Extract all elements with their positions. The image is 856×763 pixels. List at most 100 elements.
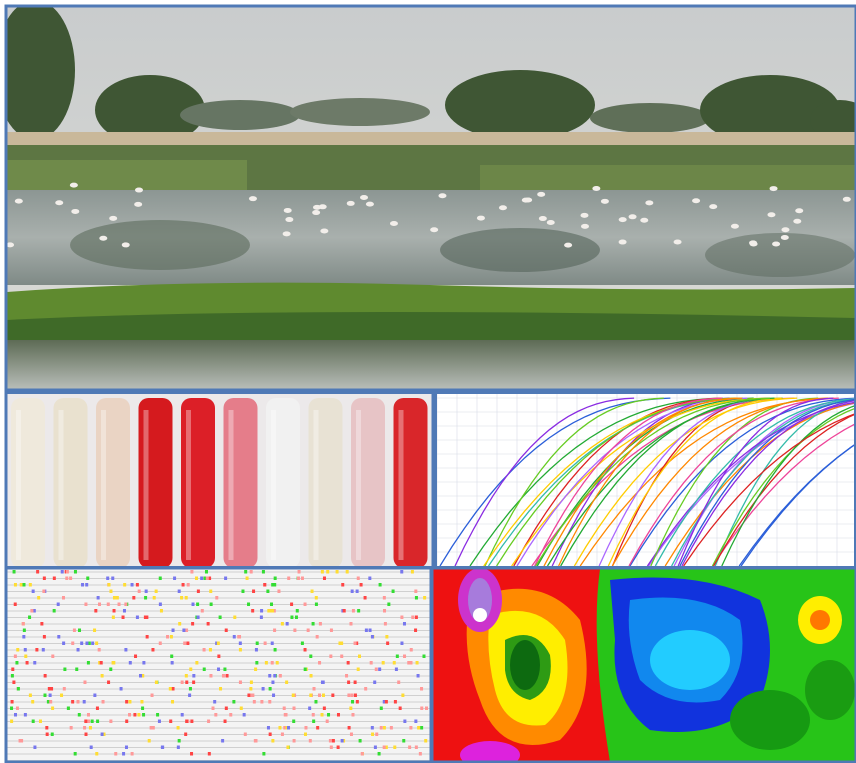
dot	[93, 629, 96, 633]
dot	[180, 596, 183, 600]
dot	[352, 609, 355, 613]
dot	[356, 700, 359, 704]
dot	[229, 713, 232, 717]
dot	[178, 739, 181, 743]
dot	[287, 577, 290, 581]
dot	[287, 726, 290, 730]
dot	[374, 746, 377, 750]
dot	[233, 635, 236, 639]
dot	[137, 713, 140, 717]
dot	[255, 648, 258, 652]
dot	[196, 603, 199, 607]
dot	[74, 570, 77, 574]
dot	[400, 616, 403, 620]
dot	[184, 733, 187, 737]
dot	[50, 687, 53, 691]
tube-highlight	[271, 410, 276, 560]
dot	[101, 674, 104, 678]
dot	[159, 577, 162, 581]
dot	[33, 746, 36, 750]
dot	[395, 668, 398, 672]
dot	[312, 622, 315, 626]
dot	[414, 720, 417, 724]
dot	[292, 720, 295, 724]
flamingo	[674, 240, 682, 245]
dot	[185, 720, 188, 724]
dot	[178, 590, 181, 594]
flamingo	[71, 209, 79, 214]
dot	[382, 661, 385, 665]
dot	[151, 648, 154, 652]
dot	[393, 661, 396, 665]
dot	[212, 707, 215, 711]
dot	[142, 713, 145, 717]
dot	[272, 694, 275, 698]
dot	[173, 577, 176, 581]
dot	[354, 681, 357, 685]
dot	[371, 733, 374, 737]
dot	[144, 596, 147, 600]
dot	[43, 635, 46, 639]
dot	[354, 694, 357, 698]
dot	[279, 674, 282, 678]
dot	[386, 642, 389, 646]
dot	[22, 635, 25, 639]
dot	[109, 720, 112, 724]
dot	[322, 694, 325, 698]
dot	[348, 726, 351, 730]
dot	[316, 635, 319, 639]
dot	[206, 577, 209, 581]
dot	[51, 707, 54, 711]
dot	[411, 616, 414, 620]
dot	[307, 629, 310, 633]
dot	[125, 700, 128, 704]
dot	[169, 687, 172, 691]
dot	[16, 707, 19, 711]
dot	[260, 609, 263, 613]
page: (() => { const svg = document.getElement…	[0, 0, 856, 763]
dot	[213, 700, 216, 704]
dot	[35, 648, 38, 652]
dot	[53, 609, 56, 613]
dot	[358, 655, 361, 659]
dot	[120, 687, 123, 691]
tube-highlight	[59, 410, 64, 560]
dot	[332, 739, 335, 743]
dot	[191, 622, 194, 626]
dot	[360, 583, 363, 587]
dot	[197, 590, 200, 594]
dot	[273, 583, 276, 587]
dot	[195, 577, 198, 581]
dot	[318, 661, 321, 665]
dot	[315, 603, 318, 607]
flamingo	[537, 192, 545, 197]
dot	[40, 622, 43, 626]
dot	[331, 694, 334, 698]
dot	[122, 752, 125, 756]
dot	[253, 700, 256, 704]
dot	[83, 726, 86, 730]
flamingo	[750, 242, 758, 247]
dot	[139, 674, 142, 678]
dot	[172, 629, 175, 633]
dot	[417, 674, 420, 678]
dot	[51, 733, 54, 737]
dot	[420, 687, 423, 691]
dot	[46, 733, 49, 737]
dot	[62, 642, 65, 646]
flamingo	[347, 201, 355, 206]
dot	[293, 629, 296, 633]
dot	[87, 713, 90, 717]
dot	[330, 746, 333, 750]
dot	[422, 655, 425, 659]
dot	[425, 707, 428, 711]
dot	[207, 622, 210, 626]
dot	[403, 720, 406, 724]
dot	[85, 583, 88, 587]
dot	[78, 713, 81, 717]
dot	[161, 746, 164, 750]
dot	[224, 577, 227, 581]
dot	[29, 583, 32, 587]
dot	[356, 590, 359, 594]
dot	[71, 642, 74, 646]
